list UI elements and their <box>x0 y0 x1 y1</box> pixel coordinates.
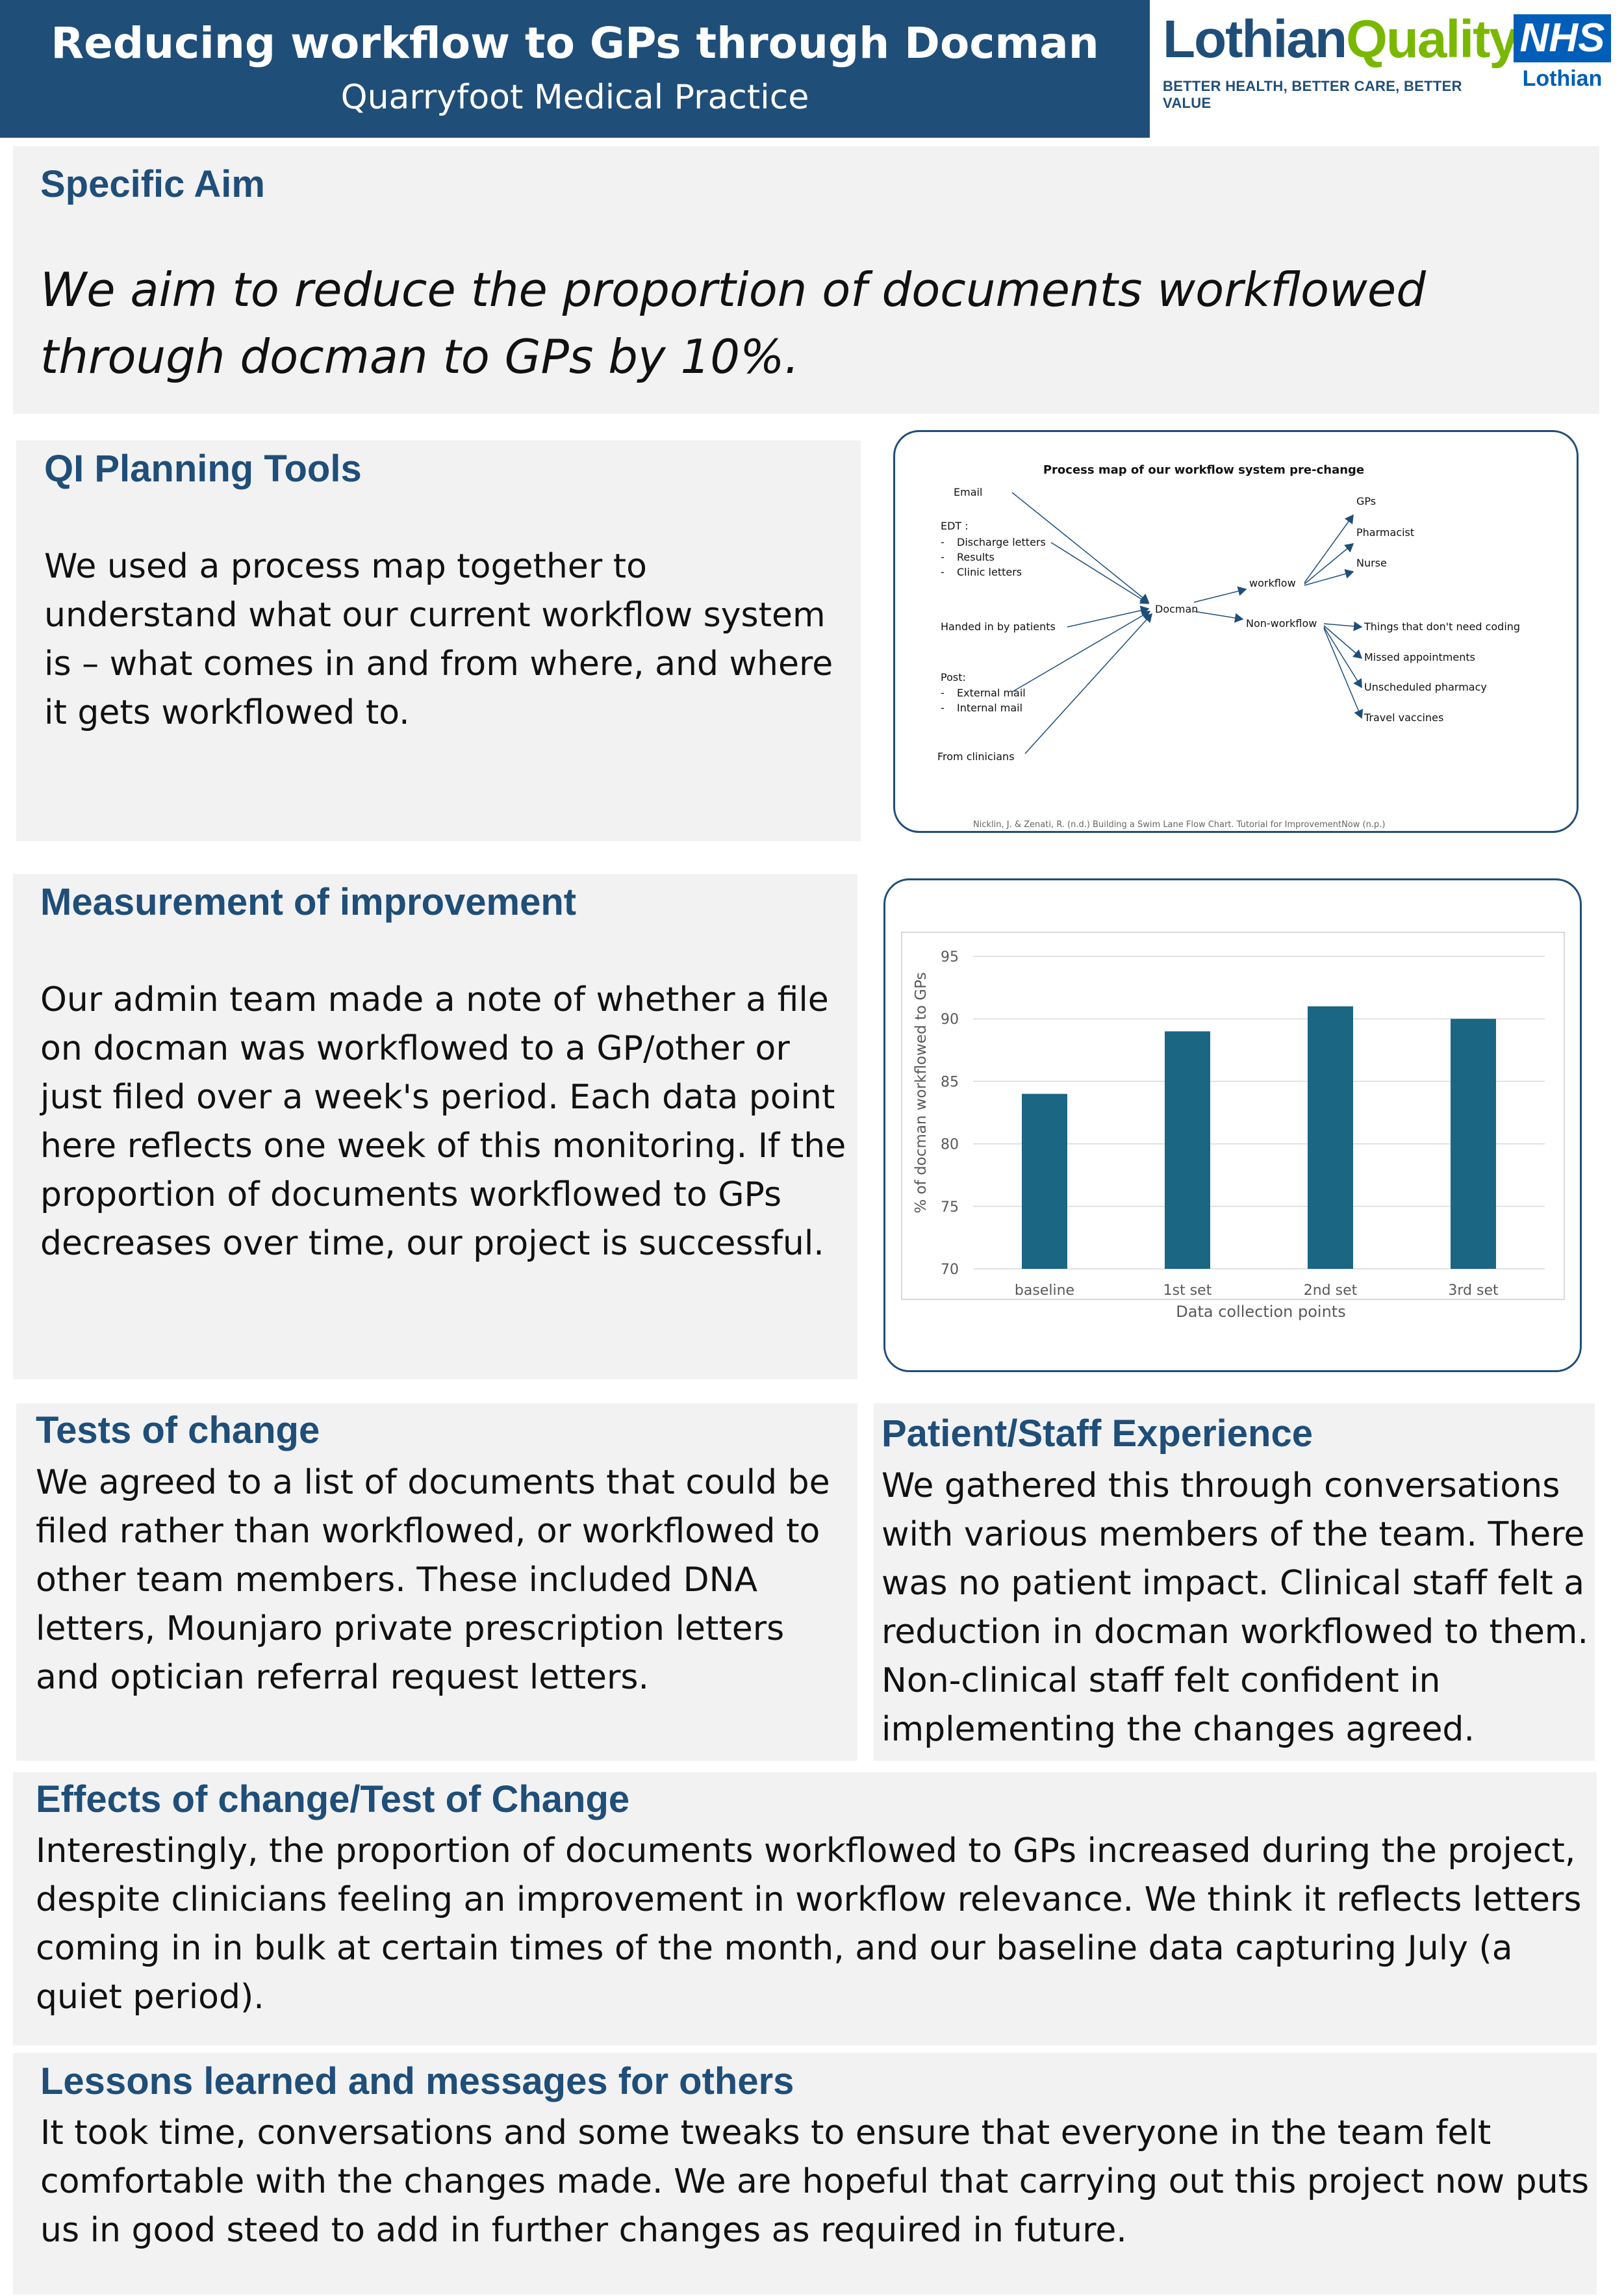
logo-tagline: BETTER HEALTH, BETTER CARE, BETTER VALUE <box>1163 78 1462 111</box>
input-post-item: External mail <box>957 687 1026 699</box>
header-bar: Reducing workflow to GPs through Docman … <box>0 0 1150 138</box>
y-tick-label: 95 <box>941 949 959 965</box>
lothian-quality-logo: LothianQuality BETTER HEALTH, BETTER CAR… <box>1163 10 1519 112</box>
workflow-node: workflow <box>1249 577 1296 589</box>
input-email: Email <box>954 486 982 498</box>
x-tick-label: 2nd set <box>1304 1282 1358 1299</box>
y-tick-label: 85 <box>941 1074 959 1090</box>
arrow-missed <box>1323 625 1363 659</box>
target-pharmacist: Pharmacist <box>1356 526 1414 539</box>
input-edt-label: EDT : <box>941 520 969 532</box>
process-map-reference: Nicklin, J. & Zenati, R. (n.d.) Building… <box>973 820 1385 830</box>
y-tick-label: 90 <box>941 1012 959 1028</box>
tests-text: We agreed to a list of documents that co… <box>36 1463 830 1697</box>
docman-node: Docman <box>1155 603 1198 615</box>
measurement-panel <box>13 874 857 1379</box>
process-map-title: Process map of our workflow system pre-c… <box>1043 463 1364 477</box>
input-edt-item: Discharge letters <box>957 536 1046 548</box>
experience-text: We gathered this through conversations w… <box>882 1466 1588 1749</box>
edt-item-1: - <box>941 536 945 548</box>
aim-statement: We aim to reduce the proportion of docum… <box>40 262 1426 384</box>
input-post-item: Internal mail <box>957 702 1022 714</box>
arrow-clinicians <box>1024 613 1153 754</box>
qi-tools-text: We used a process map together to unders… <box>44 547 833 732</box>
input-handed: Handed in by patients <box>941 620 1056 633</box>
non-workflow-node: Non-workflow <box>1246 617 1317 630</box>
target-travel: Travel vaccines <box>1364 711 1443 724</box>
post-dash-2: - <box>941 702 945 714</box>
lessons-panel <box>13 2053 1597 2295</box>
bar-2nd-set <box>1308 1006 1353 1269</box>
edt-item-2: - <box>941 551 945 563</box>
experience-heading: Patient/Staff Experience <box>882 1412 1313 1455</box>
aim-heading: Specific Aim <box>40 163 265 205</box>
arrow-post <box>1011 611 1151 693</box>
y-tick-label: 70 <box>941 1262 959 1278</box>
aim-panel <box>13 146 1599 414</box>
arrow-travel <box>1323 628 1364 719</box>
chart-x-axis-label: Data collection points <box>1176 1303 1345 1321</box>
measurement-text: Our admin team made a note of whether a … <box>40 980 846 1263</box>
process-map-card: Process map of our workflow system pre-c… <box>893 430 1579 833</box>
y-tick-label: 75 <box>941 1199 959 1216</box>
effects-panel <box>13 1772 1597 2045</box>
arrow-coding <box>1323 621 1363 631</box>
x-tick-label: 3rd set <box>1448 1282 1499 1299</box>
poster-title: Reducing workflow to GPs through Docman <box>51 18 1099 68</box>
poster-subtitle: Quarryfoot Medical Practice <box>340 78 809 117</box>
qi-tools-panel <box>16 440 861 841</box>
lessons-heading: Lessons learned and messages for others <box>40 2060 794 2102</box>
arrow-edt <box>1050 542 1150 604</box>
input-edt-item: Clinic letters <box>957 566 1022 578</box>
nhs-lothian-logo: NHS Lothian <box>1510 14 1614 105</box>
measurement-heading: Measurement of improvement <box>40 881 577 923</box>
workflow-bar-chart: baseline 1st set 2nd set 3rd set 70 75 80 85 90… <box>901 932 1565 1321</box>
target-gps: GPs <box>1356 495 1376 507</box>
input-edt-item: Results <box>957 551 995 563</box>
arrow-email <box>1011 492 1150 603</box>
x-tick-label: baseline <box>1015 1282 1074 1299</box>
target-unscheduled: Unscheduled pharmacy <box>1364 681 1487 693</box>
bar-baseline <box>1022 1093 1067 1269</box>
arrow-pharmacist <box>1304 543 1354 585</box>
logo-quality-text: Quality <box>1346 10 1519 69</box>
input-post-label: Post: <box>941 671 966 683</box>
nhs-region: Lothian <box>1522 66 1603 91</box>
bar-1st-set <box>1165 1031 1210 1269</box>
arrow-handed <box>1067 606 1150 628</box>
target-coding: Things that don't need coding <box>1364 620 1520 633</box>
tests-heading: Tests of change <box>36 1409 320 1451</box>
post-dash-1: - <box>941 687 945 699</box>
target-missed: Missed appointments <box>1364 651 1475 663</box>
effects-heading: Effects of change/Test of Change <box>36 1778 630 1820</box>
experience-panel <box>874 1403 1595 1761</box>
tests-panel <box>16 1403 857 1761</box>
chart-card: baseline 1st set 2nd set 3rd set 70 75 80 85 90… <box>883 878 1582 1372</box>
qi-tools-heading: QI Planning Tools <box>44 448 362 490</box>
arrow-to-workflow <box>1193 586 1247 603</box>
chart-y-axis-label: % of docman workflowed to GPs <box>913 972 930 1213</box>
effects-text: Interestingly, the proportion of documen… <box>36 1831 1582 2017</box>
nhs-mark: NHS <box>1513 14 1612 62</box>
arrow-to-nonworkflow <box>1193 611 1244 623</box>
input-clinicians: From clinicians <box>937 750 1015 763</box>
process-map-diagram: Process map of our workflow system pre-c… <box>937 463 1520 830</box>
y-tick-label: 80 <box>941 1137 959 1153</box>
arrow-nurse <box>1304 569 1354 586</box>
bar-3rd-set <box>1451 1019 1496 1269</box>
arrow-gps <box>1304 514 1354 583</box>
edt-item-3: - <box>941 566 945 578</box>
arrow-unscheduled <box>1323 626 1362 689</box>
x-tick-label: 1st set <box>1163 1282 1212 1299</box>
target-nurse: Nurse <box>1356 557 1387 569</box>
lessons-text: It took time, conversations and some twe… <box>40 2113 1590 2250</box>
logo-lothian-text: Lothian <box>1163 10 1347 69</box>
